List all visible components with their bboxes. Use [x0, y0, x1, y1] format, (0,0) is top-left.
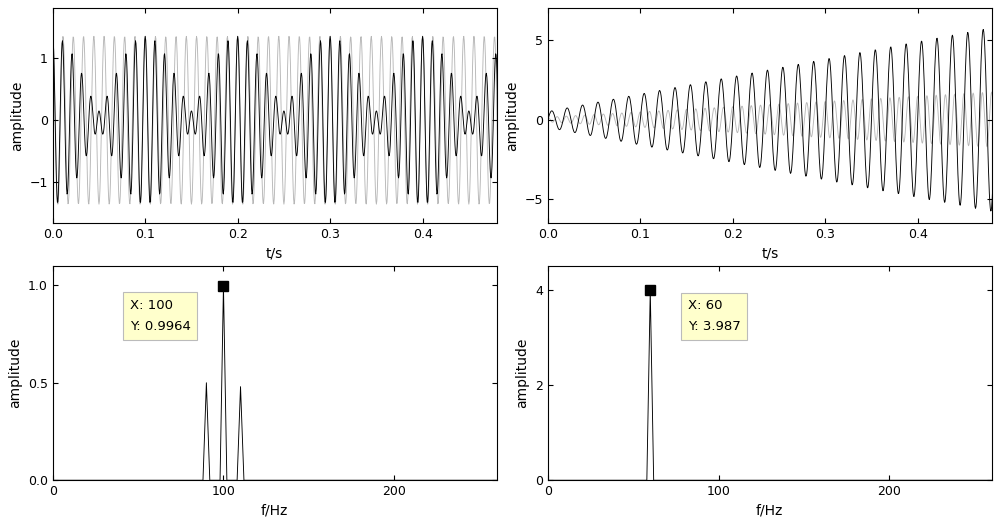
X-axis label: t/s: t/s	[761, 246, 778, 260]
Text: X: 100
Y: 0.9964: X: 100 Y: 0.9964	[130, 299, 190, 333]
X-axis label: f/Hz: f/Hz	[261, 504, 288, 518]
Y-axis label: amplitude: amplitude	[515, 338, 529, 408]
Text: X: 60
Y: 3.987: X: 60 Y: 3.987	[688, 299, 741, 333]
Y-axis label: amplitude: amplitude	[505, 80, 519, 151]
X-axis label: t/s: t/s	[266, 246, 283, 260]
X-axis label: f/Hz: f/Hz	[756, 504, 783, 518]
Y-axis label: amplitude: amplitude	[10, 80, 24, 151]
Y-axis label: amplitude: amplitude	[8, 338, 22, 408]
